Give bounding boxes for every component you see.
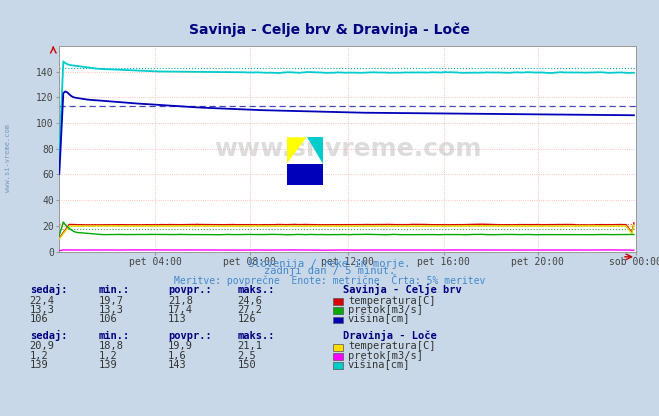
Polygon shape: [287, 163, 323, 185]
Text: 143: 143: [168, 360, 186, 370]
Text: temperatura[C]: temperatura[C]: [348, 342, 436, 352]
Text: 18,8: 18,8: [99, 342, 124, 352]
Text: www.si-vreme.com: www.si-vreme.com: [214, 137, 481, 161]
Text: sedaj:: sedaj:: [30, 284, 67, 295]
Text: min.:: min.:: [99, 285, 130, 295]
Text: 17,4: 17,4: [168, 305, 193, 315]
Text: povpr.:: povpr.:: [168, 331, 212, 341]
Text: 13,3: 13,3: [30, 305, 55, 315]
Text: 113: 113: [168, 314, 186, 324]
Text: 1,2: 1,2: [30, 351, 48, 361]
Text: Meritve: povprečne  Enote: metrične  Črta: 5% meritev: Meritve: povprečne Enote: metrične Črta:…: [174, 274, 485, 286]
Text: višina[cm]: višina[cm]: [348, 359, 411, 370]
Text: 20,9: 20,9: [30, 342, 55, 352]
Text: temperatura[C]: temperatura[C]: [348, 296, 436, 306]
Polygon shape: [287, 137, 306, 163]
Text: višina[cm]: višina[cm]: [348, 314, 411, 324]
Polygon shape: [306, 137, 323, 163]
Text: maks.:: maks.:: [237, 285, 275, 295]
Text: 19,9: 19,9: [168, 342, 193, 352]
Text: 106: 106: [99, 314, 117, 324]
Text: 1,6: 1,6: [168, 351, 186, 361]
Text: Savinja - Celje brv & Dravinja - Loče: Savinja - Celje brv & Dravinja - Loče: [189, 23, 470, 37]
Text: 13,3: 13,3: [99, 305, 124, 315]
Text: zadnji dan / 5 minut.: zadnji dan / 5 minut.: [264, 266, 395, 276]
Text: min.:: min.:: [99, 331, 130, 341]
Text: 1,2: 1,2: [99, 351, 117, 361]
Text: 21,1: 21,1: [237, 342, 262, 352]
Text: pretok[m3/s]: pretok[m3/s]: [348, 351, 423, 361]
Text: sedaj:: sedaj:: [30, 330, 67, 341]
Text: Dravinja - Loče: Dravinja - Loče: [343, 330, 436, 341]
Text: 21,8: 21,8: [168, 296, 193, 306]
Text: www.si-vreme.com: www.si-vreme.com: [5, 124, 11, 192]
Text: Savinja - Celje brv: Savinja - Celje brv: [343, 284, 461, 295]
Text: Slovenija / reke in morje.: Slovenija / reke in morje.: [248, 259, 411, 269]
Text: 27,2: 27,2: [237, 305, 262, 315]
Text: pretok[m3/s]: pretok[m3/s]: [348, 305, 423, 315]
Text: 139: 139: [99, 360, 117, 370]
Text: maks.:: maks.:: [237, 331, 275, 341]
Text: 22,4: 22,4: [30, 296, 55, 306]
Text: 150: 150: [237, 360, 256, 370]
Text: povpr.:: povpr.:: [168, 285, 212, 295]
Text: 24,6: 24,6: [237, 296, 262, 306]
Text: 106: 106: [30, 314, 48, 324]
Text: 126: 126: [237, 314, 256, 324]
Text: 139: 139: [30, 360, 48, 370]
Text: 19,7: 19,7: [99, 296, 124, 306]
Text: 2,5: 2,5: [237, 351, 256, 361]
